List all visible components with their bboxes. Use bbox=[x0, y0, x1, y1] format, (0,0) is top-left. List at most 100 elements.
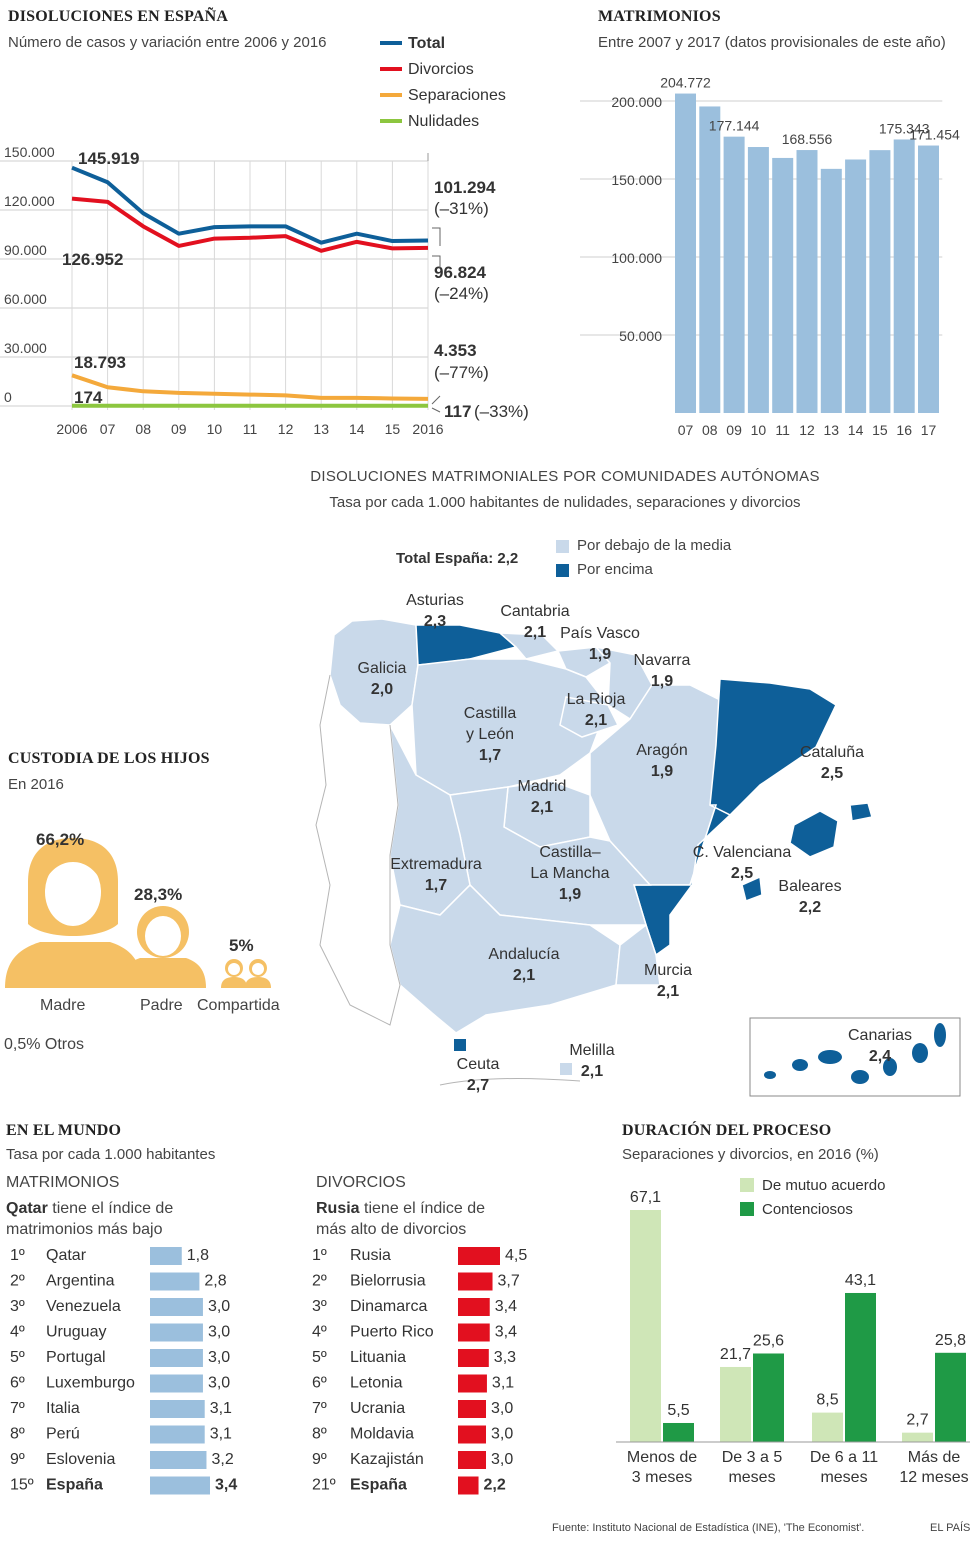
map-label-name: Murcia bbox=[644, 962, 692, 979]
annot-end-nulidades: 117 bbox=[444, 402, 471, 421]
legend-below-label: Por debajo de la media bbox=[577, 537, 732, 554]
map-region-menorca bbox=[849, 802, 873, 822]
duration-category: Más de bbox=[908, 1449, 961, 1466]
annot-start-total: 145.919 bbox=[78, 149, 139, 168]
map-region-cantabria bbox=[497, 632, 560, 660]
world-rank: 2º bbox=[312, 1273, 327, 1290]
world-bar bbox=[150, 1476, 210, 1495]
world-bar bbox=[458, 1476, 479, 1495]
line-x-tick: 12 bbox=[278, 421, 294, 437]
duration-value: 43,1 bbox=[845, 1272, 876, 1289]
map-label-name: Cataluña bbox=[800, 744, 864, 761]
duration-value: 25,6 bbox=[753, 1332, 784, 1349]
world-value: 3,0 bbox=[208, 1349, 230, 1366]
duration-legend-swatch bbox=[740, 1178, 754, 1192]
duration-bar bbox=[845, 1292, 876, 1442]
line-chart-title: DISOLUCIONES EN ESPAÑA bbox=[8, 8, 229, 25]
bar-chart: 50.000 100.000 150.000 200.000 07 08 09 10 11 12 1… bbox=[580, 75, 960, 438]
map-region-andalucia bbox=[389, 883, 621, 1034]
line-x-tick: 2016 bbox=[412, 421, 443, 437]
world-rank: 9º bbox=[10, 1451, 25, 1468]
map-region-canarias-island bbox=[934, 1023, 946, 1047]
map-label-value: 2,4 bbox=[869, 1048, 891, 1065]
map-region-canarias-island bbox=[883, 1058, 897, 1076]
world-value: 3,0 bbox=[491, 1451, 513, 1468]
world-rank: 7º bbox=[312, 1400, 327, 1417]
world-bar bbox=[458, 1349, 489, 1367]
map-label-value: 2,2 bbox=[799, 899, 821, 916]
world-country: Letonia bbox=[350, 1375, 403, 1392]
duration-legend-label: De mutuo acuerdo bbox=[762, 1177, 885, 1194]
line-chart: 0 30.000 60.000 90.000 120.000 150.000 2006 07 0… bbox=[0, 35, 529, 437]
world-rank: 21º bbox=[312, 1477, 336, 1494]
custody-figures bbox=[5, 838, 271, 988]
annot-start-separaciones: 18.793 bbox=[74, 353, 126, 372]
world-rank: 6º bbox=[10, 1375, 25, 1392]
bar-matrimonios-13 bbox=[820, 168, 842, 413]
annot-bracket bbox=[432, 227, 441, 268]
map-label-value: 1,7 bbox=[479, 747, 501, 764]
duration-bar bbox=[812, 1412, 843, 1442]
bar-y-tick: 150.000 bbox=[611, 172, 662, 188]
world-marriages-note: Qatar tiene el índice de matrimonios más… bbox=[6, 1198, 173, 1240]
duration-category-line2: 3 meses bbox=[632, 1469, 692, 1486]
world-value: 3,0 bbox=[208, 1298, 230, 1315]
map-region-rioja bbox=[559, 696, 620, 738]
world-marriages-note-text: tiene el índice de bbox=[47, 1200, 174, 1217]
duration-bar bbox=[935, 1352, 966, 1442]
world-bar bbox=[458, 1425, 486, 1444]
map-label-value: 1,9 bbox=[651, 673, 673, 690]
map-portugal-outline bbox=[315, 674, 401, 1026]
bar-matrimonios-14 bbox=[845, 159, 867, 413]
world-country: Ucrania bbox=[350, 1400, 405, 1417]
world-bar bbox=[150, 1272, 200, 1291]
bar-x-tick: 17 bbox=[921, 422, 937, 438]
map-label-value: 2,1 bbox=[513, 967, 535, 984]
duration-value: 5,5 bbox=[667, 1402, 689, 1419]
map-label-name2: La Mancha bbox=[530, 865, 609, 882]
world-rank: 15º bbox=[10, 1477, 34, 1494]
world-marriages-note-country: Qatar bbox=[6, 1200, 48, 1217]
bar-data-label: 177.144 bbox=[709, 118, 760, 134]
world-bar bbox=[150, 1349, 203, 1367]
world-rank: 9º bbox=[312, 1451, 327, 1468]
custody-father-value: 28,3% bbox=[134, 885, 183, 904]
world-country: Qatar bbox=[46, 1247, 87, 1264]
world-value: 3,4 bbox=[495, 1324, 517, 1341]
world-bar bbox=[150, 1298, 203, 1316]
map-label-value: 2,1 bbox=[657, 983, 679, 1000]
map-africa-coast bbox=[439, 1078, 581, 1086]
legend-above-label: Por encima bbox=[577, 561, 653, 578]
bar-matrimonios-09 bbox=[723, 136, 745, 413]
map-region-canarias-island bbox=[764, 1071, 776, 1079]
map-label-name: Navarra bbox=[634, 652, 691, 669]
annot-end-total: 101.294 bbox=[434, 178, 496, 197]
world-bar bbox=[458, 1451, 486, 1469]
world-divorces-note-country: Rusia bbox=[316, 1200, 360, 1217]
shared-custody-icon bbox=[221, 959, 271, 988]
bar-data-label: 175.343 bbox=[879, 120, 930, 136]
world-country: Lituania bbox=[350, 1349, 406, 1366]
duration-value: 21,7 bbox=[720, 1346, 751, 1363]
bar-matrimonios-15 bbox=[869, 150, 891, 413]
bar-x-tick: 16 bbox=[896, 422, 912, 438]
map-total-label: Total España: 2,2 bbox=[396, 550, 519, 567]
duration-value: 67,1 bbox=[630, 1189, 661, 1206]
annot-end-divorces: 96.824 bbox=[434, 263, 487, 282]
world-rank: 6º bbox=[312, 1375, 327, 1392]
world-value: 3,7 bbox=[498, 1273, 520, 1290]
map-label-name: Madrid bbox=[518, 778, 567, 795]
world-value: 3,4 bbox=[495, 1298, 517, 1315]
world-country: España bbox=[350, 1477, 407, 1494]
duration-category-line2: meses bbox=[728, 1469, 775, 1486]
map-label-value: 2,7 bbox=[467, 1077, 489, 1094]
line-x-tick: 07 bbox=[100, 421, 116, 437]
line-y-tick: 0 bbox=[4, 389, 12, 405]
line-chart-subtitle: Número de casos y variación entre 2006 y… bbox=[8, 34, 327, 51]
bar-data-label: 168.556 bbox=[782, 131, 833, 147]
map-label-name: Castilla– bbox=[539, 844, 600, 861]
annot-start-nulidades: 174 bbox=[74, 388, 103, 407]
line-x-tick: 09 bbox=[171, 421, 187, 437]
legend-label-0: Total bbox=[408, 35, 445, 52]
world-marriages-heading: MATRIMONIOS bbox=[6, 1174, 120, 1191]
